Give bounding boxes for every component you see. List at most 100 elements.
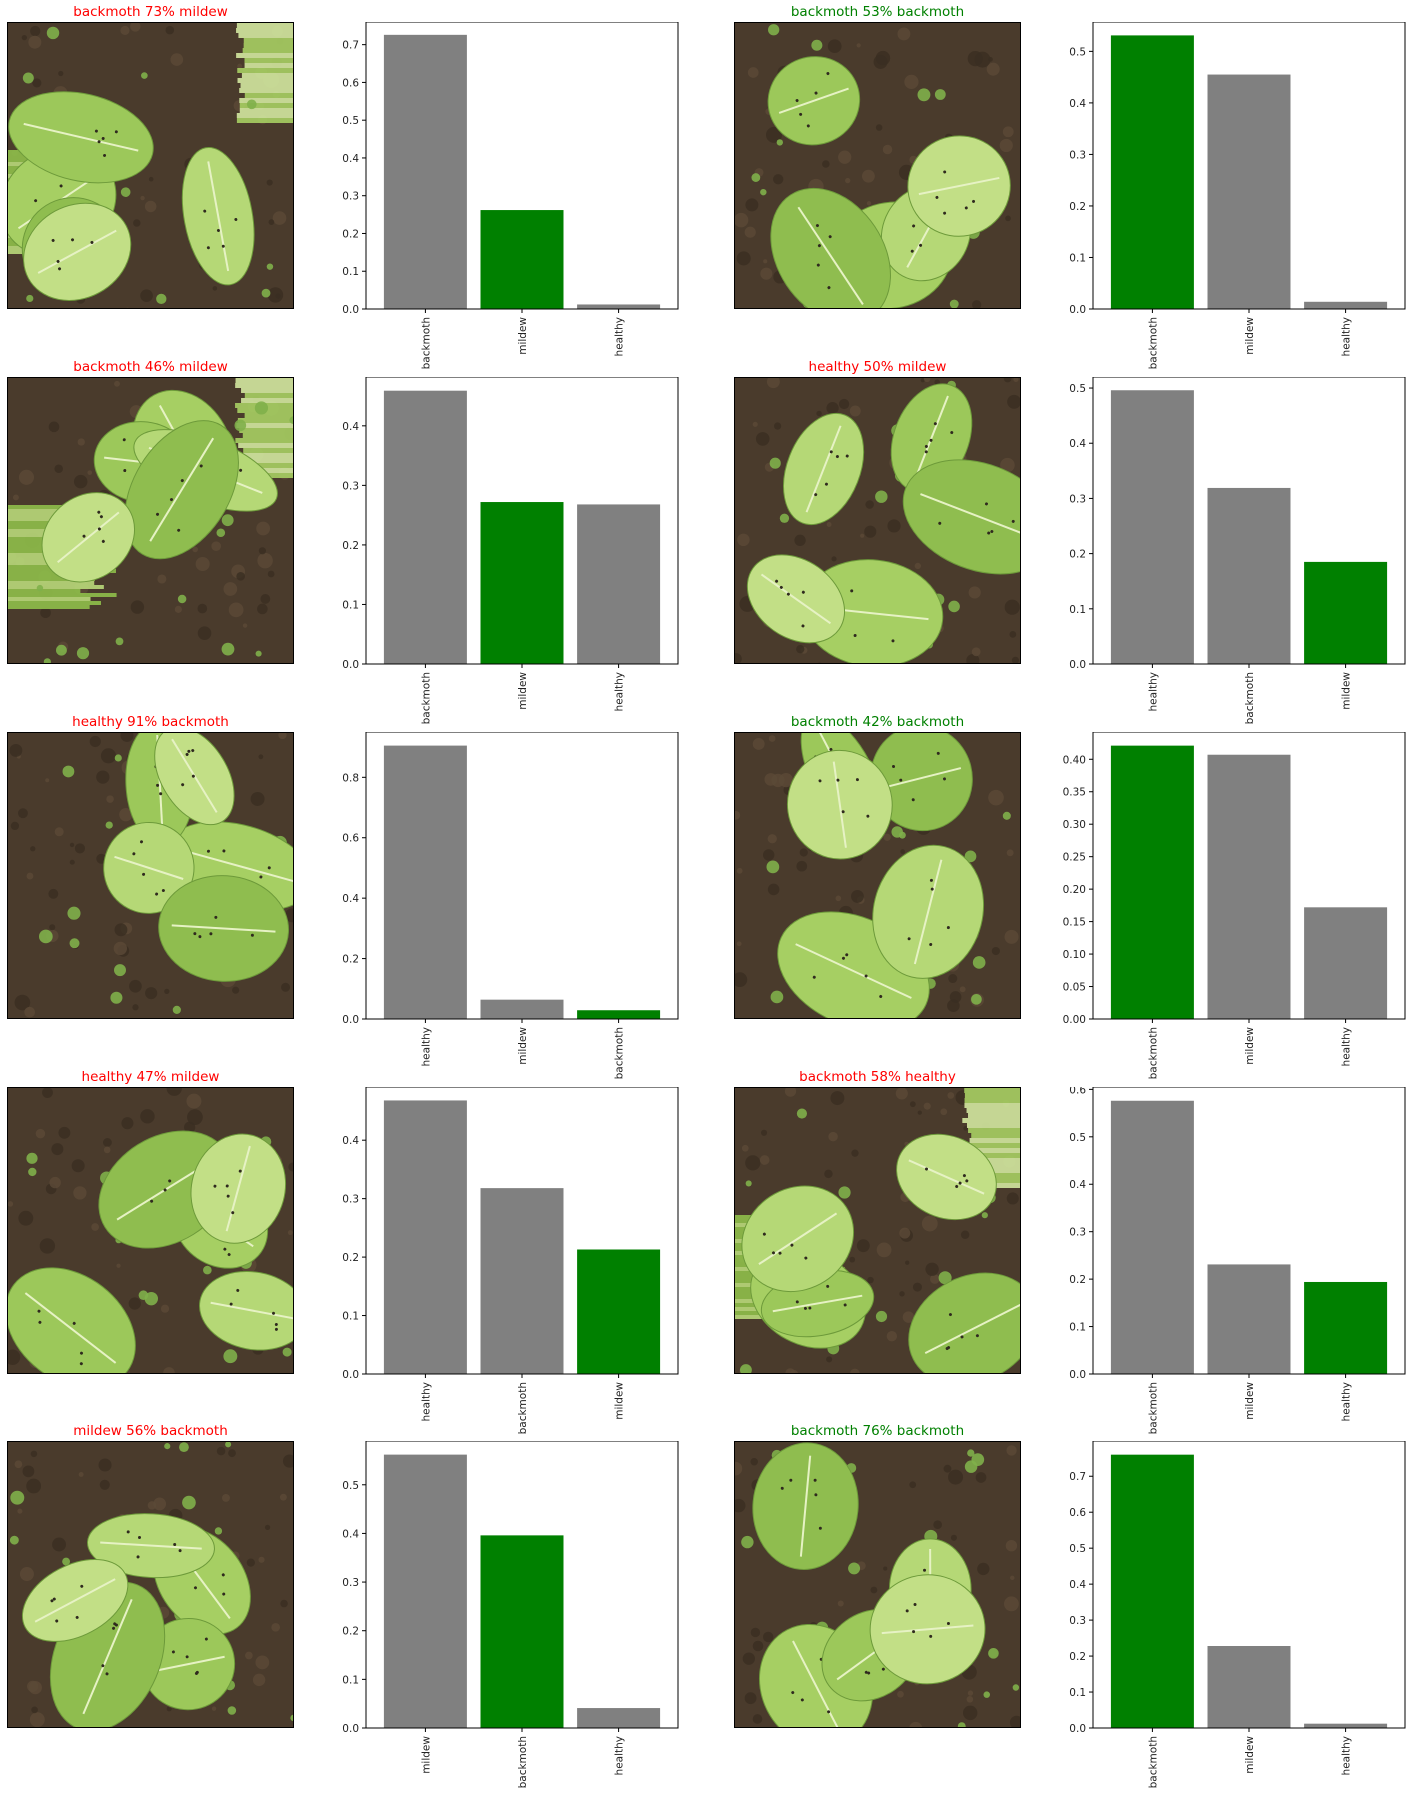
y-tick-label: 0.3 [1069, 493, 1086, 505]
bar-healthy [1304, 1724, 1387, 1728]
bar-mildew [1208, 1264, 1291, 1374]
plant-image [734, 377, 1021, 664]
x-tick-label: healthy [1341, 1027, 1353, 1066]
y-tick-label: 0.0 [1069, 1369, 1086, 1381]
bar-backmoth [1111, 1101, 1194, 1374]
y-tick-label: 0.4 [342, 421, 359, 433]
x-tick-label: backmoth [517, 1736, 529, 1788]
bar-backmoth [481, 1188, 564, 1374]
y-tick-label: 0.6 [1069, 1507, 1086, 1519]
y-tick-label: 0.2 [342, 540, 359, 552]
y-tick-label: 0.7 [342, 40, 359, 52]
plant-image-augmented [7, 377, 294, 664]
bar-mildew [1208, 755, 1291, 1019]
y-tick-label: 0.3 [342, 191, 359, 203]
x-tick-label: mildew [614, 1382, 626, 1420]
y-tick-label: 0.4 [342, 1135, 359, 1147]
y-tick-label: 0.4 [342, 153, 359, 165]
y-tick-label: 0.6 [342, 77, 359, 89]
y-tick-label: 0.5 [1069, 383, 1086, 395]
prediction-title: backmoth 42% backmoth [734, 714, 1021, 730]
y-tick-label: 0.1 [342, 599, 359, 611]
x-tick-label: backmoth [1147, 1736, 1159, 1788]
y-tick-label: 0.7 [1069, 1471, 1086, 1483]
y-tick-label: 0.4 [342, 893, 359, 905]
plant-image [734, 22, 1021, 309]
x-tick-label: backmoth [1147, 1382, 1159, 1434]
y-tick-label: 0.2 [342, 1252, 359, 1264]
bar-backmoth [1111, 35, 1194, 309]
x-tick-label: healthy [420, 1382, 432, 1421]
y-tick-label: 0.35 [1063, 787, 1086, 799]
x-tick-label: mildew [420, 1736, 432, 1774]
x-tick-label: mildew [517, 317, 529, 355]
bar-backmoth [1111, 1455, 1194, 1728]
x-tick-label: backmoth [517, 1382, 529, 1434]
bar-healthy [384, 746, 467, 1019]
x-tick-label: backmoth [1147, 317, 1159, 369]
y-tick-label: 0.30 [1063, 819, 1086, 831]
y-tick-label: 0.1 [342, 1311, 359, 1323]
prediction-title: backmoth 73% mildew [7, 4, 294, 20]
bar-mildew [481, 502, 564, 664]
y-tick-label: 0.5 [1069, 1543, 1086, 1555]
x-tick-label: backmoth [420, 317, 432, 369]
prediction-title: healthy 47% mildew [7, 1069, 294, 1085]
y-tick-label: 0.4 [1069, 1579, 1086, 1591]
y-tick-label: 0.4 [1069, 98, 1086, 110]
y-tick-label: 0.6 [342, 833, 359, 845]
x-tick-label: backmoth [1244, 672, 1256, 724]
bar-mildew [1208, 75, 1291, 309]
y-tick-label: 0.3 [1069, 149, 1086, 161]
x-tick-label: healthy [1341, 1736, 1353, 1775]
x-tick-label: backmoth [420, 672, 432, 724]
y-tick-label: 0.6 [1069, 1087, 1086, 1096]
y-tick-label: 0.0 [342, 304, 359, 316]
bar-mildew [481, 1000, 564, 1019]
y-tick-label: 0.00 [1063, 1014, 1086, 1026]
bar-mildew [1304, 562, 1387, 664]
x-tick-label: mildew [517, 672, 529, 710]
y-tick-label: 0.40 [1063, 754, 1086, 766]
plant-image-augmented [7, 22, 294, 309]
x-tick-label: healthy [1341, 317, 1353, 356]
y-tick-label: 0.2 [1069, 1274, 1086, 1286]
bar-healthy [1304, 907, 1387, 1019]
prediction-title: healthy 91% backmoth [7, 714, 294, 730]
y-tick-label: 0.1 [1069, 604, 1086, 616]
prediction-title: backmoth 58% healthy [734, 1069, 1021, 1085]
y-tick-label: 0.5 [342, 1480, 359, 1492]
y-tick-label: 0.3 [1069, 1227, 1086, 1239]
bar-healthy [384, 1100, 467, 1374]
x-tick-label: mildew [1341, 672, 1353, 710]
y-tick-label: 0.1 [342, 1674, 359, 1686]
plant-image [734, 732, 1021, 1019]
x-tick-label: backmoth [614, 1027, 626, 1079]
bar-mildew [1208, 1646, 1291, 1728]
x-tick-label: mildew [517, 1027, 529, 1065]
x-tick-label: healthy [1341, 1382, 1353, 1421]
x-tick-label: healthy [614, 1736, 626, 1775]
y-tick-label: 0.8 [342, 772, 359, 784]
prediction-title: healthy 50% mildew [734, 359, 1021, 375]
bar-healthy [1304, 1282, 1387, 1374]
y-tick-label: 0.1 [1069, 1687, 1086, 1699]
bar-mildew [481, 210, 564, 309]
y-tick-label: 0.4 [1069, 1179, 1086, 1191]
y-tick-label: 0.1 [1069, 1322, 1086, 1334]
y-tick-label: 0.05 [1063, 982, 1086, 994]
y-tick-label: 0.0 [1069, 304, 1086, 316]
prediction-title: mildew 56% backmoth [7, 1423, 294, 1439]
y-tick-label: 0.3 [1069, 1615, 1086, 1627]
y-tick-label: 0.5 [1069, 46, 1086, 58]
bar-mildew [384, 1455, 467, 1728]
plant-image [7, 732, 294, 1019]
y-tick-label: 0.2 [1069, 201, 1086, 213]
